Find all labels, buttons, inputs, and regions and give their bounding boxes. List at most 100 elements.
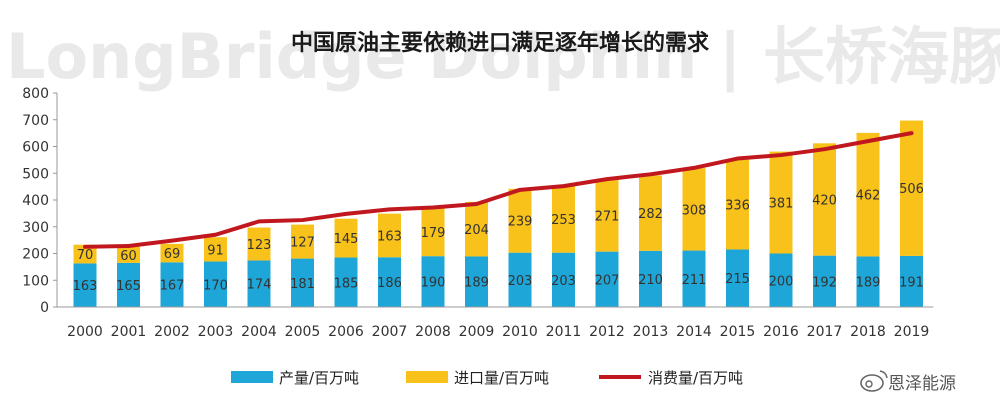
data-label-production: 185	[334, 276, 359, 291]
legend-label-consumption: 消费量/百万吨	[648, 369, 743, 387]
bar-production	[334, 257, 358, 307]
data-label-import: 123	[247, 238, 272, 253]
bar-import	[117, 246, 140, 263]
x-tick-label: 2019	[894, 324, 930, 340]
data-label-production: 163	[73, 279, 98, 294]
bar-import	[247, 227, 271, 261]
x-tick-label: 2000	[67, 324, 103, 340]
x-axis: 2000 2001 2002 2003 2004 2005 2006 2007 2008 2009…	[57, 306, 934, 340]
y-tick-label: 100	[22, 273, 49, 289]
consumption-point	[910, 131, 913, 135]
data-label-production: 215	[725, 272, 750, 287]
bar-import	[421, 208, 445, 257]
bar-production	[73, 263, 97, 307]
data-label-import: 420	[812, 193, 837, 208]
bar-import	[682, 168, 706, 251]
weibo-icon	[860, 370, 888, 392]
consumption-line	[83, 131, 914, 249]
consumption-point	[605, 177, 609, 181]
x-tick-label: 2015	[720, 324, 756, 340]
data-label-production: 181	[290, 277, 315, 292]
consumption-point	[214, 233, 217, 237]
y-tick-label: 0	[40, 300, 49, 316]
data-label-production: 190	[421, 276, 446, 291]
legend-label-import: 进口量/百万吨	[454, 369, 549, 387]
data-label-production: 192	[812, 275, 837, 290]
consumption-point	[388, 207, 391, 211]
bar-import	[900, 120, 923, 256]
data-label-production: 211	[682, 273, 707, 288]
data-label-import: 462	[856, 189, 881, 204]
consumption-point	[301, 218, 304, 222]
x-tick-label: 2013	[633, 324, 669, 340]
consumption-point	[562, 184, 565, 188]
bar-import	[291, 224, 314, 259]
bar-import	[334, 218, 358, 258]
bar-import	[726, 159, 749, 250]
bar-production	[508, 252, 532, 307]
legend-label-production: 产量/百万吨	[279, 369, 359, 387]
consumption-point	[518, 188, 522, 192]
x-tick-label: 2014	[676, 324, 712, 340]
x-tick-label: 2006	[328, 324, 364, 340]
data-label-production: 174	[247, 278, 272, 293]
consumption-point	[431, 205, 435, 209]
data-label-import: 163	[377, 229, 402, 244]
data-label-import: 271	[595, 209, 620, 224]
bar-production	[900, 255, 923, 307]
data-label-import: 69	[164, 247, 181, 262]
data-label-import: 381	[769, 197, 794, 212]
data-label-import: 127	[290, 236, 315, 251]
x-tick-label: 2016	[763, 324, 799, 340]
data-label-production: 189	[464, 276, 489, 291]
data-label-import: 239	[508, 215, 533, 230]
bar-production	[552, 252, 575, 307]
data-label-import: 336	[725, 199, 750, 214]
credit-text: 恩泽能源	[888, 374, 956, 394]
x-tick-label: 2004	[241, 324, 277, 340]
consumption-point	[344, 212, 348, 216]
consumption-point	[692, 166, 696, 170]
y-tick-label: 800	[22, 86, 49, 102]
bar-production	[726, 249, 749, 307]
x-tick-label: 2001	[111, 324, 147, 340]
y-tick-label: 700	[22, 113, 49, 129]
bar-production	[291, 258, 314, 307]
y-tick-label: 600	[22, 140, 49, 156]
consumption-point	[83, 245, 87, 249]
x-tick-label: 2010	[502, 324, 538, 340]
data-label-production: 165	[116, 279, 141, 294]
bar-import	[378, 213, 401, 258]
consumption-point	[649, 172, 652, 176]
x-tick-label: 2005	[285, 324, 321, 340]
bar-production	[421, 256, 445, 307]
x-tick-label: 2007	[372, 324, 408, 340]
data-labels-group: 163 70 165 60 167 69 170 91 174 123 181 127 185 145 18…	[73, 182, 924, 294]
data-label-import: 253	[551, 213, 576, 228]
data-label-production: 203	[551, 274, 576, 289]
bar-import	[204, 237, 227, 262]
legend: 产量/百万吨 进口量/百万吨 消费量/百万吨	[231, 369, 743, 387]
x-tick-label: 2009	[459, 324, 495, 340]
data-label-import: 70	[77, 248, 94, 263]
data-label-production: 167	[160, 279, 185, 294]
data-label-production: 207	[595, 273, 620, 288]
data-label-import: 145	[334, 232, 359, 247]
x-tick-label: 2008	[415, 324, 451, 340]
bar-production	[595, 251, 619, 307]
data-label-import: 204	[464, 223, 489, 238]
data-label-production: 200	[769, 274, 794, 289]
bar-import	[465, 201, 488, 257]
consumption-point	[779, 153, 783, 157]
consumption-point	[170, 239, 174, 243]
data-label-import: 506	[899, 182, 924, 197]
data-label-import: 282	[638, 207, 663, 222]
y-axis: 0 100 200 300 400 500 600 700 800	[22, 86, 58, 316]
data-label-production: 189	[856, 276, 881, 291]
bar-import	[160, 243, 184, 263]
data-label-import: 91	[207, 243, 224, 258]
bar-import	[595, 179, 619, 252]
x-tick-label: 2011	[546, 324, 582, 340]
bar-import	[813, 143, 836, 256]
